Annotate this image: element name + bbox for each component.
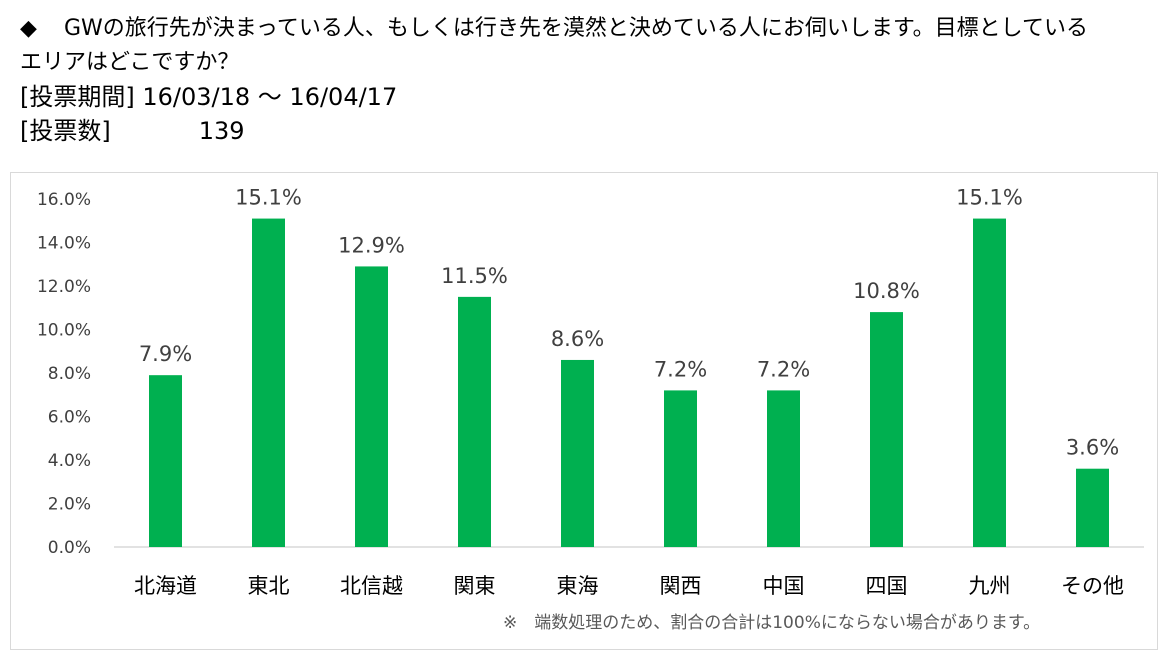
- bar-2: [252, 218, 285, 547]
- question-line-2: エリアはどこですか？: [20, 50, 240, 75]
- x-tick-label: 四国: [866, 574, 908, 598]
- x-tick-label: その他: [1061, 574, 1124, 598]
- bar-6: [664, 390, 697, 547]
- x-tick-label: 北信越: [340, 574, 403, 598]
- x-tick-label: 東海: [557, 574, 599, 598]
- question-line-1: ◆ GWの旅行先が決まっている人、もしくは行き先を漠然と決めている人にお伺いします…: [20, 12, 1160, 46]
- bar-1: [149, 375, 182, 547]
- bar-3: [355, 266, 388, 547]
- voting-period-value: 16/03/18 ～ 16/04/17: [142, 83, 398, 111]
- bar-5: [561, 359, 594, 547]
- y-tick-label: 12.0%: [37, 277, 91, 297]
- x-tick-label: 中国: [763, 574, 805, 598]
- bar-9: [973, 218, 1006, 547]
- data-label: 15.1%: [235, 186, 302, 210]
- x-tick-label: 九州: [969, 574, 1011, 598]
- data-label: 7.9%: [139, 342, 192, 366]
- diamond-bullet-icon: ◆: [20, 16, 37, 41]
- data-label: 15.1%: [956, 186, 1023, 210]
- y-tick-label: 0.0%: [48, 538, 91, 558]
- y-tick-label: 16.0%: [37, 190, 91, 210]
- voting-period-label: [投票期間]: [20, 83, 135, 111]
- data-label: 10.8%: [853, 279, 920, 303]
- voting-period: [投票期間] 16/03/18 ～ 16/04/17: [20, 80, 1160, 114]
- x-tick-label: 北海道: [134, 574, 197, 598]
- y-tick-label: 6.0%: [48, 408, 91, 428]
- y-tick-label: 14.0%: [37, 234, 91, 254]
- x-tick-label: 関東: [454, 574, 496, 598]
- bar-4: [458, 296, 491, 547]
- data-label: 12.9%: [338, 233, 405, 257]
- y-tick-label: 8.0%: [48, 364, 91, 384]
- bar-10: [1076, 468, 1109, 547]
- x-tick-label: 関西: [660, 574, 702, 598]
- data-label: 3.6%: [1066, 436, 1119, 460]
- y-tick-label: 4.0%: [48, 451, 91, 471]
- data-label: 8.6%: [551, 327, 604, 351]
- x-tick-label: 東北: [248, 574, 290, 598]
- vote-count-label: [投票数]: [20, 117, 111, 145]
- bar-7: [767, 390, 800, 547]
- question-text: GWの旅行先が決まっている人、もしくは行き先を漠然と決めている人にお伺いします。…: [64, 16, 1088, 41]
- y-tick-label: 2.0%: [48, 495, 91, 515]
- data-label: 7.2%: [654, 357, 707, 381]
- chart-frame: 0.0% 2.0% 4.0% 6.0% 8.0% 10.0% 12.0% 14.0% 16.0%…: [10, 172, 1158, 650]
- bar-8: [870, 312, 903, 547]
- vote-count-value: 139: [198, 117, 245, 145]
- data-label: 11.5%: [441, 264, 508, 288]
- data-label: 7.2%: [757, 357, 810, 381]
- rounding-note: ※ 端数処理のため、割合の合計は100%にならない場合があります。: [503, 613, 1041, 633]
- chart-header: ◆ GWの旅行先が決まっている人、もしくは行き先を漠然と決めている人にお伺いします…: [20, 12, 1160, 148]
- vote-count: [投票数] 139: [20, 114, 1160, 148]
- y-tick-label: 10.0%: [37, 321, 91, 341]
- bar-chart: 0.0% 2.0% 4.0% 6.0% 8.0% 10.0% 12.0% 14.0% 16.0%…: [37, 186, 1144, 598]
